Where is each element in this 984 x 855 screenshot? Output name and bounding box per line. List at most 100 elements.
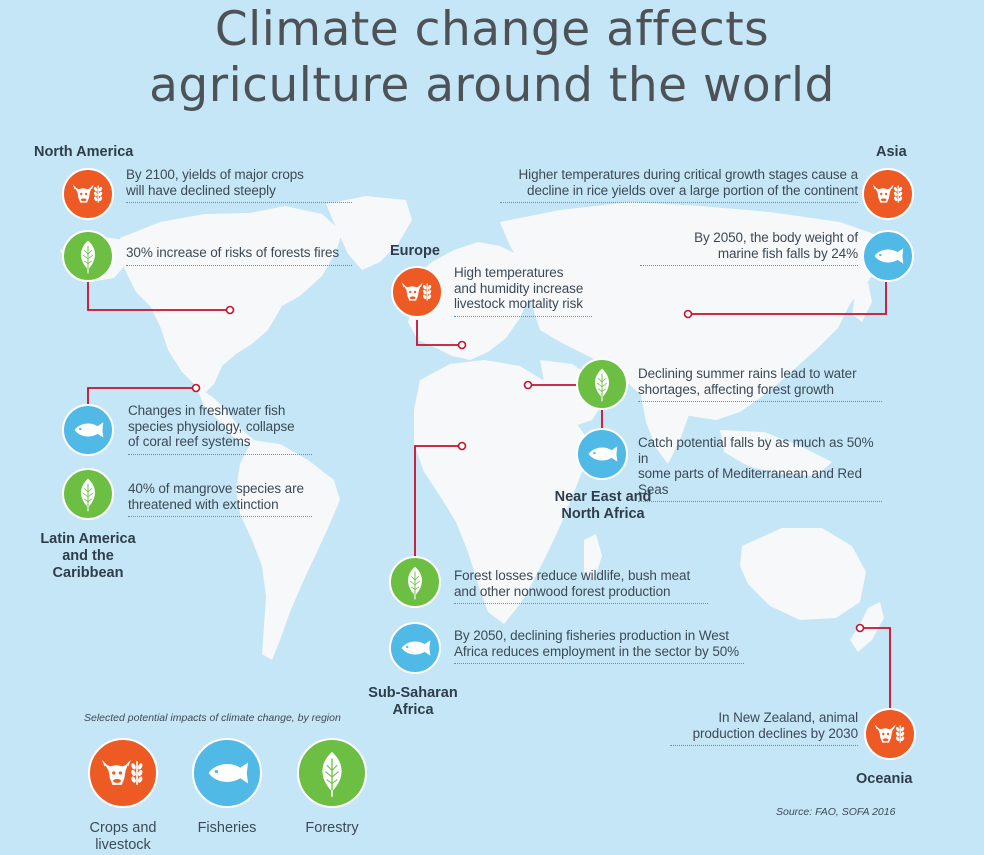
impact-text: In New Zealand, animal production declin…: [670, 710, 858, 746]
impact-line: livestock mortality risk: [454, 296, 583, 311]
impact-text: Declining summer rains lead to water sho…: [638, 366, 882, 402]
impact-line: Africa reduces employment in the sector …: [454, 643, 740, 659]
landmass-madagascar: [584, 534, 602, 580]
impact-line: Catch potential falls by as much as 50% …: [638, 435, 874, 466]
region-label-near-east: Near East and North Africa: [542, 489, 664, 523]
connector-north-america: [87, 280, 230, 311]
fisheries-icon: [576, 428, 628, 480]
forestry-icon: [576, 358, 628, 410]
dot-latin-america: [191, 383, 201, 393]
impact-line: 30% increase of risks of forests fires: [126, 245, 340, 260]
landmass-north-america: [118, 206, 342, 394]
connector-oceania: [860, 627, 891, 710]
impact-line: production declines by 2030: [692, 725, 859, 741]
impact-text: 30% increase of risks of forests fires: [126, 245, 352, 266]
crops-livestock-icon: [62, 168, 114, 220]
legend-label-line: Fisheries: [197, 820, 257, 836]
connector-asia: [688, 282, 887, 315]
legend-caption: Selected potential impacts of climate ch…: [84, 712, 341, 724]
impact-text: Higher temperatures during critical grow…: [500, 167, 858, 203]
crops-livestock-icon: [862, 168, 914, 220]
legend-label-fisheries: Fisheries: [182, 820, 272, 837]
impact-line: some parts of Mediterranean and Red Seas: [638, 466, 862, 497]
impact-line: 40% of mangrove species are: [128, 481, 304, 496]
dot-europe: [457, 340, 467, 350]
legend-label-line: Forestry: [305, 820, 359, 836]
impact-line: Changes in freshwater fish: [128, 403, 286, 418]
region-label-line: North America: [34, 144, 134, 160]
impact-line: Declining summer rains lead to water: [638, 366, 857, 381]
landmass-australia: [740, 528, 866, 620]
legend-label-line: Crops and: [89, 820, 157, 836]
impact-line: High temperatures: [454, 265, 564, 280]
landmass-europe: [408, 242, 534, 360]
region-label-latin-america: Latin America and the Caribbean: [30, 531, 146, 582]
forestry-icon: [389, 556, 441, 608]
connector-lines: [87, 280, 891, 710]
connector-europe: [416, 320, 462, 346]
region-label-sub-saharan: Sub-Saharan Africa: [358, 685, 468, 719]
landmass-india: [640, 390, 690, 464]
impact-line: Higher temperatures during critical grow…: [518, 167, 859, 182]
region-label-line: Sub-Saharan: [368, 685, 458, 701]
landmass-southeast-asia: [720, 430, 832, 476]
legend-crops-livestock-icon: [88, 738, 158, 808]
region-label-line: North Africa: [561, 506, 645, 522]
impact-line: shortages, affecting forest growth: [638, 381, 834, 397]
landmass-south-america: [236, 440, 340, 660]
dot-sub-saharan: [457, 441, 467, 451]
region-label-asia: Asia: [876, 144, 907, 161]
connector-sub-saharan: [414, 445, 462, 560]
dot-asia: [683, 309, 693, 319]
region-label-line: Asia: [876, 144, 907, 160]
fisheries-icon: [389, 622, 441, 674]
crops-livestock-icon: [391, 266, 443, 318]
impact-text: High temperatures and humidity increase …: [454, 265, 592, 317]
landmass-greenland: [326, 196, 412, 270]
impact-line: marine fish falls by 24%: [717, 245, 858, 261]
impact-text: 40% of mangrove species are threatened w…: [128, 481, 312, 517]
region-label-line: and the: [62, 548, 114, 564]
region-label-europe: Europe: [390, 243, 440, 260]
region-label-line: Near East and: [554, 489, 652, 505]
impact-line: will have declined steeply: [126, 182, 276, 198]
connector-latin-america: [87, 387, 196, 404]
fisheries-icon: [862, 230, 914, 282]
title-line: Climate change affects: [214, 2, 770, 57]
legend-fisheries-icon: [192, 738, 262, 808]
impact-text: By 2050, declining fisheries production …: [454, 628, 744, 664]
impact-line: By 2050, the body weight of: [694, 230, 858, 245]
impact-line: By 2050, declining fisheries production …: [454, 628, 729, 643]
impact-line: decline in rice yields over a large port…: [527, 182, 858, 198]
impact-line: and humidity increase: [454, 280, 584, 296]
impact-line: Forest losses reduce wildlife, bush meat: [454, 568, 691, 583]
source-note: Source: FAO, SOFA 2016: [776, 806, 896, 818]
legend-label-crops-livestock: Crops and livestock: [78, 820, 168, 854]
region-label-line: Africa: [392, 702, 434, 718]
dot-near-east: [523, 380, 533, 390]
impact-line: of coral reef systems: [128, 434, 251, 449]
impact-line: threatened with extinction: [128, 496, 279, 512]
legend-label-line: livestock: [95, 837, 151, 853]
impact-line: In New Zealand, animal: [718, 710, 858, 725]
page-title: Climate change affects agriculture aroun…: [0, 2, 984, 114]
fisheries-icon: [62, 404, 114, 456]
landmass-japan: [852, 282, 872, 322]
title-line: agriculture around the world: [149, 58, 835, 113]
crops-livestock-icon: [864, 708, 916, 760]
region-label-oceania: Oceania: [856, 771, 912, 788]
impact-line: species physiology, collapse: [128, 418, 295, 434]
landmass-new-zealand: [850, 602, 884, 652]
impact-line: and other nonwood forest production: [454, 583, 671, 599]
forestry-icon: [62, 468, 114, 520]
legend-label-forestry: Forestry: [287, 820, 377, 837]
forestry-icon: [62, 230, 114, 282]
region-label-north-america: North America: [34, 144, 133, 161]
region-label-line: Latin America: [40, 531, 136, 547]
impact-text: By 2100, yields of major crops will have…: [126, 167, 352, 203]
landmass-central-america: [196, 386, 254, 446]
region-label-line: Oceania: [856, 771, 913, 787]
connector-dots: [191, 305, 865, 633]
landmass-africa: [414, 360, 586, 624]
